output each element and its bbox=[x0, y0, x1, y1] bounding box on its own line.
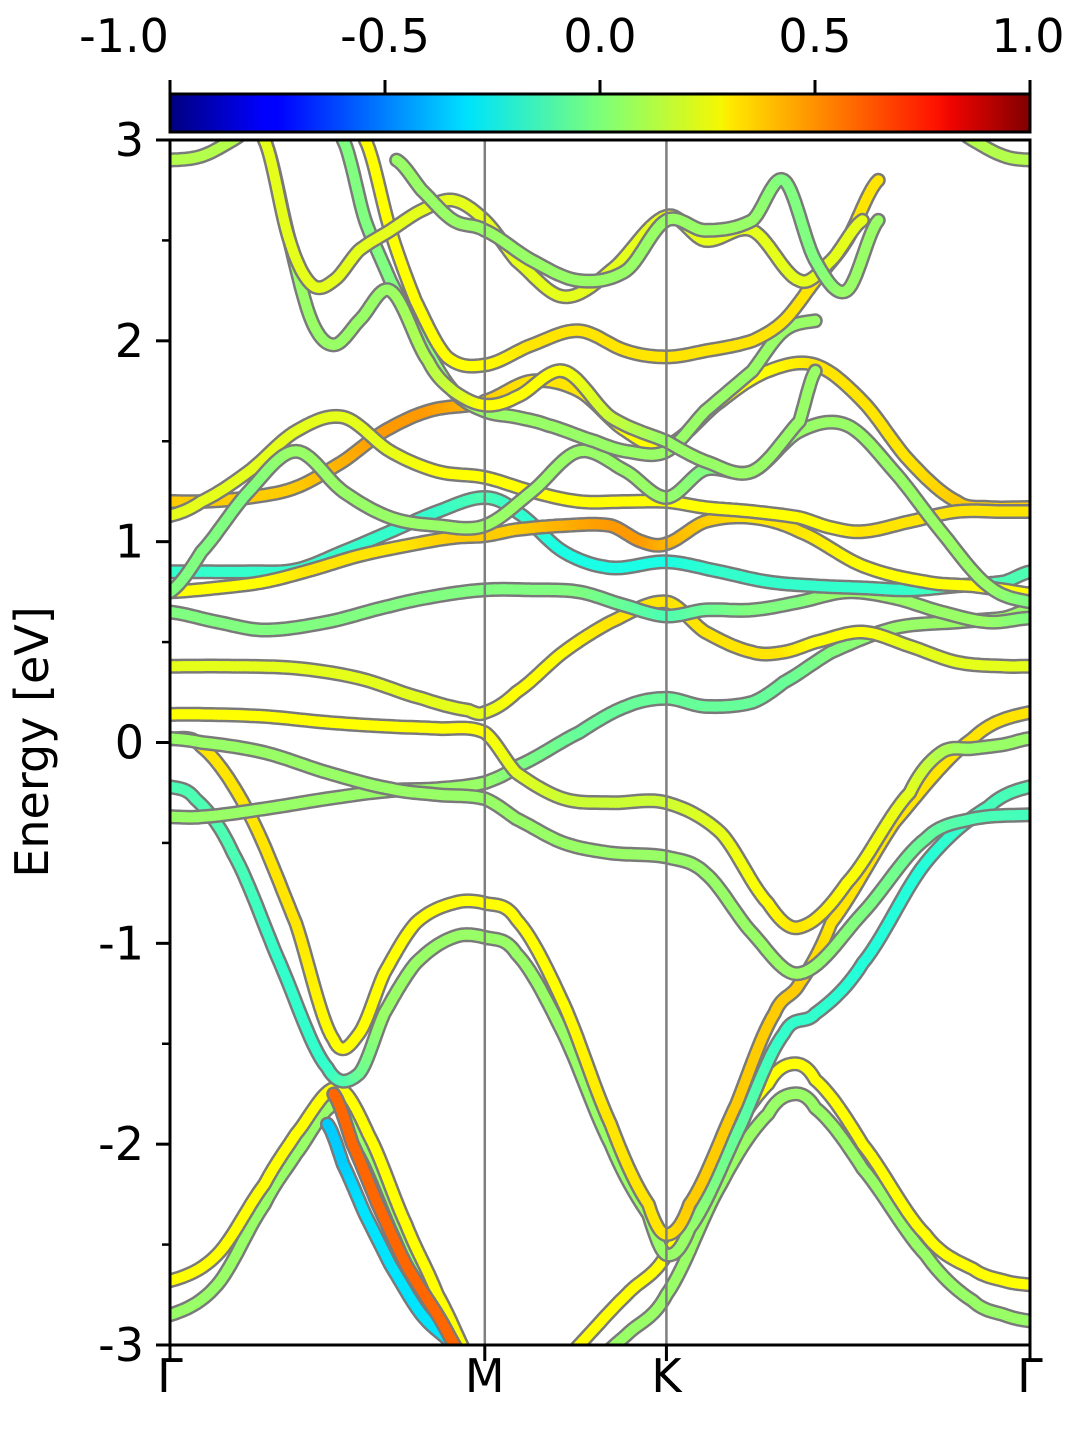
band-segment bbox=[532, 1394, 535, 1396]
band-13 bbox=[170, 408, 1030, 540]
band-21 bbox=[959, 140, 1030, 168]
band-6 bbox=[170, 706, 1030, 936]
band-segment bbox=[964, 140, 976, 144]
band-segment bbox=[607, 1341, 618, 1345]
colorbar-tick-label: -0.5 bbox=[340, 9, 430, 63]
band-segment bbox=[512, 1403, 515, 1404]
band-segment bbox=[549, 1396, 552, 1398]
band-segment bbox=[505, 1401, 508, 1403]
colorbar-tick-label: 0.0 bbox=[563, 9, 636, 63]
band-segment bbox=[871, 215, 884, 229]
band-segment bbox=[539, 1388, 542, 1391]
band-segment bbox=[963, 140, 969, 141]
band-segment bbox=[562, 1386, 565, 1389]
band-outline bbox=[170, 594, 1030, 722]
band-segment bbox=[855, 215, 868, 227]
band-segment bbox=[566, 1383, 569, 1386]
band-segment bbox=[603, 1353, 606, 1356]
band-segment bbox=[230, 140, 242, 144]
colorbar-tick-label: -1.0 bbox=[79, 9, 169, 63]
band-19 bbox=[389, 152, 886, 300]
band-segment bbox=[573, 1378, 576, 1381]
band-segment bbox=[559, 1365, 562, 1369]
band-segment bbox=[539, 1402, 542, 1403]
band-segment bbox=[515, 1404, 518, 1405]
band-3 bbox=[170, 779, 1030, 1263]
band-segment bbox=[607, 1344, 612, 1345]
colorbar-tick-label: 1.0 bbox=[991, 9, 1064, 63]
band-segment bbox=[532, 1405, 535, 1406]
band-segment bbox=[871, 175, 884, 188]
band-segment bbox=[552, 1394, 555, 1396]
band-segment bbox=[566, 1357, 569, 1361]
band-segment bbox=[508, 1402, 511, 1403]
band-segment bbox=[505, 1398, 508, 1399]
band-segment bbox=[552, 1374, 555, 1378]
band-segment bbox=[562, 1361, 565, 1365]
band-segment bbox=[522, 1398, 525, 1399]
band-segment bbox=[600, 1356, 603, 1359]
band-segment bbox=[589, 1364, 592, 1367]
colorbar-ticks: -1.0 -0.5 0.0 0.5 1.0 bbox=[79, 9, 1065, 94]
band-segment bbox=[542, 1385, 545, 1388]
band-segment bbox=[579, 1373, 582, 1376]
band-segment bbox=[237, 140, 243, 141]
band-segment bbox=[596, 1359, 599, 1362]
band-segment bbox=[535, 1404, 538, 1405]
band-segment bbox=[233, 140, 243, 143]
band-segment bbox=[586, 1367, 589, 1370]
band-segment bbox=[542, 1401, 545, 1403]
band-segment bbox=[529, 1395, 532, 1396]
band-segment bbox=[593, 1362, 596, 1365]
band-segment bbox=[809, 366, 821, 378]
band-20 bbox=[170, 140, 247, 168]
band-segment bbox=[583, 1370, 586, 1373]
band-segment bbox=[549, 1378, 552, 1382]
bands-layer bbox=[170, 140, 1030, 1406]
band-segment bbox=[546, 1382, 549, 1386]
band-segment bbox=[546, 1399, 549, 1401]
band-segment bbox=[519, 1405, 522, 1406]
band-segment bbox=[569, 1380, 572, 1383]
colorbar bbox=[168, 92, 1032, 134]
band-segment bbox=[525, 1397, 528, 1398]
band-segment bbox=[535, 1391, 538, 1393]
band-segment bbox=[963, 140, 973, 143]
band-segment bbox=[556, 1370, 559, 1374]
band-8 bbox=[170, 594, 1030, 722]
band-segment bbox=[559, 1389, 562, 1392]
band-segment bbox=[576, 1375, 579, 1378]
band-segment bbox=[556, 1391, 559, 1394]
colorbar-tick-label: 0.5 bbox=[778, 9, 851, 63]
band-segment bbox=[572, 1343, 580, 1345]
band-segment bbox=[519, 1399, 522, 1400]
band-segment bbox=[569, 1353, 572, 1357]
band-7 bbox=[170, 731, 1030, 982]
